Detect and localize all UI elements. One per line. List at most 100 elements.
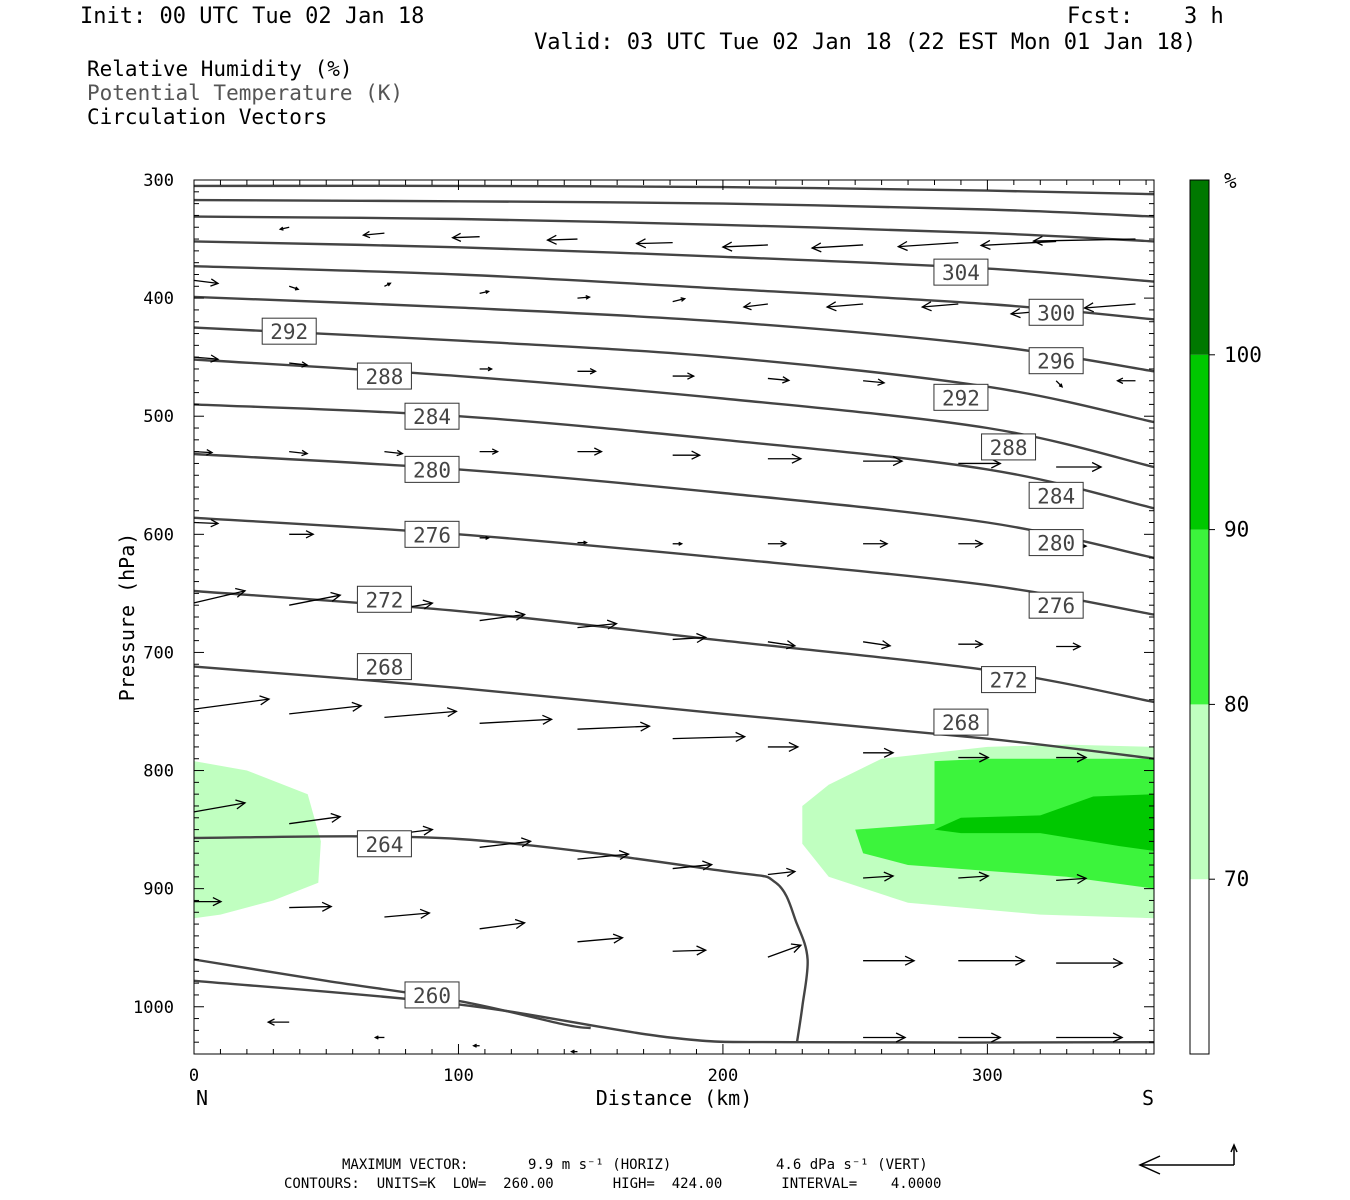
circulation-vector-83 (920, 301, 959, 312)
circulation-vector-5 (672, 632, 708, 644)
x-tick-label-300: 300 (972, 1066, 1003, 1086)
contour-label-box-268 (933, 708, 989, 736)
circulation-vector-12 (384, 707, 458, 719)
circulation-vector-69 (577, 368, 597, 375)
y-tick-label-800: 800 (143, 762, 174, 782)
circulation-vector-40 (266, 1018, 290, 1026)
circulation-vector-42 (472, 1043, 480, 1048)
y-tick-label-900: 900 (143, 880, 174, 900)
contour-label-box-284 (1028, 481, 1084, 509)
circulation-vector-15 (672, 731, 747, 742)
y-tick-label-600: 600 (143, 525, 174, 545)
legend-theta: Potential Temperature (K) (87, 81, 404, 105)
circulation-vector-78 (479, 289, 491, 295)
y-tick-label-700: 700 (143, 643, 174, 663)
plot-frame (193, 179, 1155, 1055)
circulation-vector-89 (546, 234, 578, 245)
circulation-vector-48 (289, 530, 315, 539)
contour-label-box-264 (356, 830, 412, 858)
theta-contour-layer (193, 184, 1155, 1044)
circulation-vector-90 (635, 238, 673, 249)
circulation-vector-45 (958, 1032, 1002, 1043)
circulation-vector-63 (863, 456, 904, 467)
circulation-vector-82 (825, 301, 864, 312)
rh-fill-layer (194, 744, 1154, 919)
colorbar-segment-0 (1190, 879, 1209, 1054)
theta-contour-296 (193, 295, 1155, 373)
colorbar-segment-2 (1190, 529, 1209, 705)
circulation-vector-79 (577, 294, 591, 300)
colorbar-level-100: 100 (1224, 343, 1262, 367)
contour-label-276: 276 (1037, 594, 1075, 618)
circulation-vector-74 (1116, 377, 1136, 385)
contour-label-272: 272 (990, 669, 1028, 693)
circulation-vector-80 (672, 297, 687, 303)
circulation-vector-70 (672, 372, 696, 380)
circulation-vector-58 (384, 449, 404, 457)
contour-label-288: 288 (365, 365, 403, 389)
circulation-vector-68 (479, 366, 494, 372)
contour-label-284: 284 (413, 405, 451, 429)
circulation-vector-65 (1056, 461, 1103, 473)
circulation-vector-19 (1056, 752, 1088, 763)
circulation-vector-88 (451, 232, 480, 242)
colorbar-segment-1 (1190, 704, 1209, 880)
circulation-vector-51 (672, 541, 684, 546)
y-tick-label-1000: 1000 (133, 998, 174, 1018)
circulation-vector-23 (479, 837, 533, 848)
circulation-vector-87 (361, 230, 385, 239)
circulation-vector-54 (958, 539, 984, 548)
legend-rh: Relative Humidity (%) (87, 57, 353, 81)
circulation-vector-32 (384, 908, 431, 919)
circulation-vector-60 (577, 447, 603, 456)
circulation-vector-24 (577, 849, 630, 861)
colorbar-level-80: 80 (1224, 692, 1249, 716)
contour-label-292: 292 (942, 386, 980, 410)
axis-ticks: 0 100 200 300 300 400 500 600 700 800 900 1000 (133, 171, 1154, 1086)
circulation-vector-72 (863, 378, 886, 386)
circulation-vector-13 (479, 714, 554, 725)
x-tick-label-0: 0 (189, 1066, 199, 1086)
max-vector-horiz: 9.9 m s⁻¹ (HORIZ) (528, 1157, 672, 1173)
theta-contour-280 (193, 452, 1155, 560)
circulation-vector-59 (479, 448, 500, 455)
colorbar-level-70: 70 (1224, 867, 1249, 891)
contour-label-296: 296 (1037, 350, 1075, 374)
contour-label-box-268 (356, 653, 412, 681)
circulation-vector-36 (767, 943, 803, 958)
circulation-vector-76 (289, 285, 300, 291)
contour-label-box-280 (404, 455, 460, 483)
circulation-vector-10 (193, 695, 271, 710)
colorbar: 70 80 90 100% (1189, 169, 1262, 1055)
circulation-vector-77 (384, 282, 392, 287)
circulation-vector-8 (958, 640, 984, 649)
circulation-vector-17 (863, 747, 895, 758)
circulation-vector-27 (863, 871, 895, 882)
contour-label-box-284 (404, 402, 460, 430)
contour-label-280: 280 (1037, 532, 1075, 556)
colorbar-segment-4 (1190, 180, 1209, 355)
circulation-vector-18 (958, 752, 990, 763)
axis-labels: Distance (km) Pressure (hPa) N S (115, 533, 1154, 1110)
reference-vector (1138, 1143, 1238, 1175)
circulation-vector-57 (289, 449, 309, 457)
colorbar-unit: % (1224, 169, 1237, 193)
circulation-vector-21 (289, 812, 342, 825)
reference-vector-vertical-head (1230, 1143, 1238, 1153)
contour-label-284: 284 (1037, 484, 1075, 508)
circulation-vector-95 (1032, 235, 1136, 246)
contour-label-box-300 (1028, 298, 1084, 326)
contour-label-260: 260 (413, 984, 451, 1008)
max-vector-vert: 4.6 dPa s⁻¹ (VERT) (776, 1157, 928, 1173)
circulation-vector-49 (479, 535, 491, 540)
theta-contour-260 (193, 979, 1155, 1044)
colorbar-level-90: 90 (1224, 518, 1249, 542)
circulation-vector-30 (194, 897, 223, 907)
contour-label-264: 264 (365, 833, 403, 857)
contour-label-box-288 (981, 433, 1037, 461)
y-tick-label-300: 300 (143, 171, 174, 191)
circulation-vector-62 (767, 453, 803, 464)
rh-region-70-0 (194, 761, 321, 919)
circulation-vector-93 (896, 240, 959, 252)
contour-label-box-272 (981, 666, 1037, 694)
